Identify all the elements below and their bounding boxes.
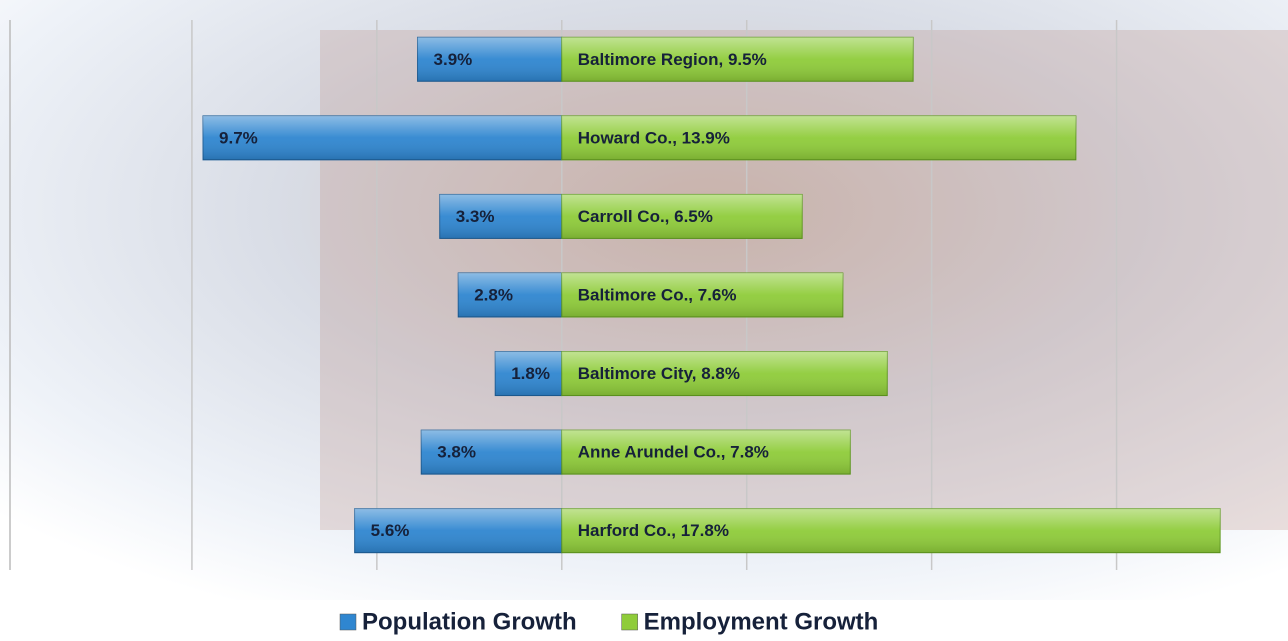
value-label: 3.9% <box>434 50 473 69</box>
value-label: Baltimore Region, 9.5% <box>578 50 767 69</box>
value-label: 5.6% <box>371 521 410 540</box>
value-label: 1.8% <box>511 364 550 383</box>
legend-swatch <box>340 614 356 630</box>
value-label: 9.7% <box>219 128 258 147</box>
chart: 3.9% 9.7% 3.3% 2.8% 1.8% 3.8% 5.6% Baltimore Re… <box>0 0 1288 641</box>
legend-swatch <box>622 614 638 630</box>
legend-label: Population Growth <box>362 608 577 635</box>
value-label: Howard Co., 13.9% <box>578 128 730 147</box>
page: 3.9% 9.7% 3.3% 2.8% 1.8% 3.8% 5.6% Baltimore Re… <box>0 0 1288 641</box>
value-label: Baltimore City, 8.8% <box>578 364 740 383</box>
value-label: 2.8% <box>474 285 513 304</box>
value-label: Baltimore Co., 7.6% <box>578 285 737 304</box>
value-label: Carroll Co., 6.5% <box>578 207 713 226</box>
legend-label: Employment Growth <box>644 608 879 635</box>
value-label: Anne Arundel Co., 7.8% <box>578 443 769 462</box>
value-label: Harford Co., 17.8% <box>578 521 729 540</box>
value-label: 3.3% <box>456 207 495 226</box>
value-label: 3.8% <box>437 443 476 462</box>
